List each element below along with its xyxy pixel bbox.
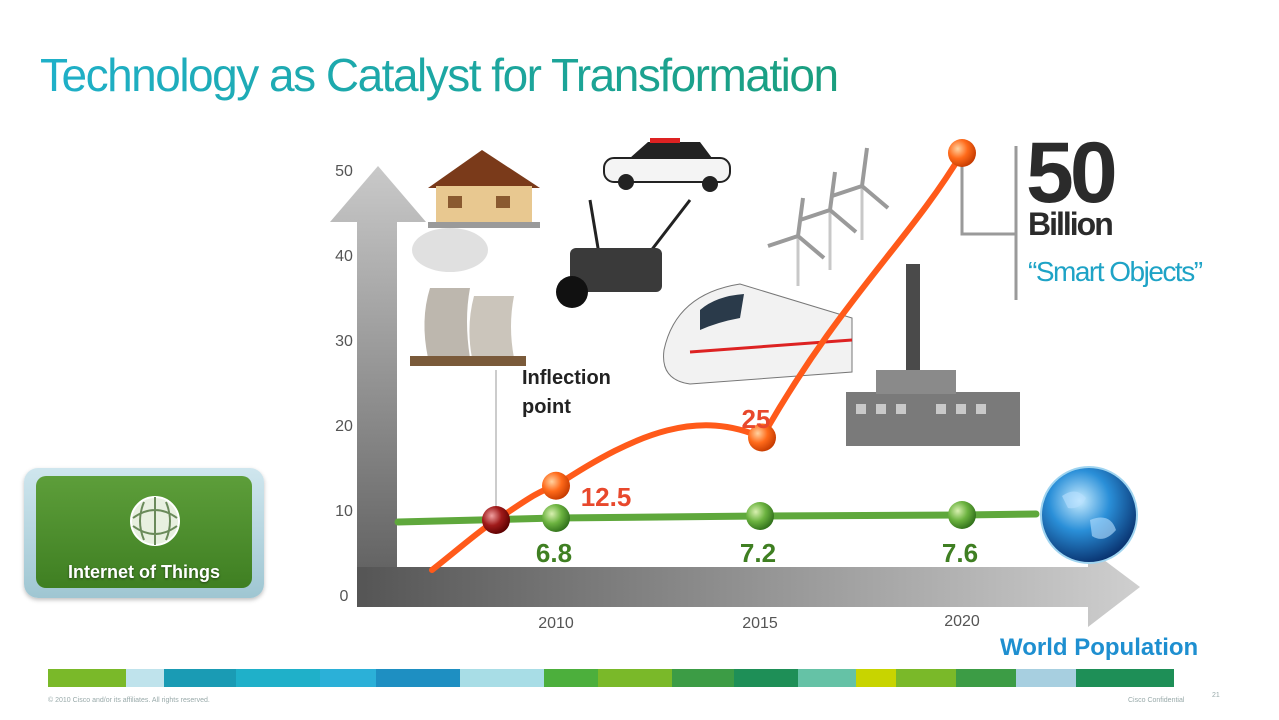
inflection-point-marker: [482, 506, 510, 534]
police-car-image: [603, 138, 731, 192]
callout-unit: Billion: [1028, 206, 1114, 242]
wind-turbine-image: [767, 147, 890, 286]
factory-image: [846, 264, 1020, 446]
callout-caption: “Smart Objects”: [1028, 256, 1203, 287]
world-population-label: World Population: [1000, 634, 1199, 661]
footer-bar-segment: [48, 669, 126, 687]
footer-bar-segment: [236, 669, 320, 687]
footer-bar-segment: [544, 669, 598, 687]
smart-objects-point: [542, 471, 570, 500]
footer-color-bar: [48, 669, 1230, 687]
footer-bar-segment: [1076, 669, 1174, 687]
y-tick-label: 40: [335, 248, 353, 265]
population-point: [746, 502, 774, 530]
footer-bar-segment: [856, 669, 896, 687]
camera-image: [556, 199, 692, 308]
house-image: [428, 150, 540, 228]
y-tick-label: 10: [335, 503, 353, 520]
population-point: [542, 504, 570, 532]
y-axis-arrow: [330, 166, 426, 607]
y-tick-label: 20: [335, 418, 353, 435]
footer-copyright: © 2010 Cisco and/or its affiliates. All …: [48, 697, 210, 704]
footer-bar-segment: [672, 669, 734, 687]
page-title: Technology as Catalyst for Transformatio…: [40, 49, 839, 101]
population-data-label: 7.2: [740, 538, 776, 568]
smart-objects-point: [748, 423, 776, 452]
smart-objects-data-label: 12.5: [581, 482, 632, 512]
y-tick-label: 0: [340, 588, 349, 605]
population-point: [948, 501, 976, 529]
x-tick-label: 2010: [538, 615, 574, 632]
internet-of-things-tile[interactable]: Internet of Things: [24, 468, 264, 598]
power-plant-image: [410, 228, 526, 366]
inflection-label-line2: point: [522, 396, 571, 418]
footer-bar-segment: [1016, 669, 1076, 687]
smart-objects-point: [948, 139, 976, 167]
footer-bar-segment: [798, 669, 856, 687]
footer-bar-segment: [896, 669, 956, 687]
footer-bar-segment: [598, 669, 672, 687]
chart-marks: 6.8 7.2 7.6 12.5 25: [536, 139, 978, 568]
footer-page-number: 21: [1212, 692, 1220, 699]
globe-icon: [1040, 466, 1138, 564]
network-globe-icon: [130, 496, 180, 546]
footer-bar-segment: [956, 669, 1016, 687]
callout-bracket: [960, 164, 1016, 236]
x-axis-arrow: [357, 548, 1140, 627]
footer-bar-segment: [164, 669, 236, 687]
population-data-label: 7.6: [942, 538, 978, 568]
footer-bar-segment: [734, 669, 798, 687]
internet-of-things-label: Internet of Things: [68, 562, 220, 582]
footer-confidential: Cisco Confidential: [1128, 697, 1185, 704]
x-tick-label: 2015: [742, 615, 778, 632]
y-tick-label: 50: [335, 163, 353, 180]
footer-bar-segment: [320, 669, 376, 687]
callout-number: 50: [1026, 125, 1118, 221]
smart-objects-data-label: 25: [742, 404, 771, 434]
x-tick-label: 2020: [944, 613, 980, 630]
internet-of-things-tile-inner: Internet of Things: [36, 476, 252, 588]
footer-bar-segment: [460, 669, 544, 687]
footer-bar-segment: [376, 669, 460, 687]
footer-bar-segment: [126, 669, 164, 687]
population-data-label: 6.8: [536, 538, 572, 568]
y-tick-label: 30: [335, 333, 353, 350]
inflection-label-line1: Inflection: [522, 367, 611, 389]
